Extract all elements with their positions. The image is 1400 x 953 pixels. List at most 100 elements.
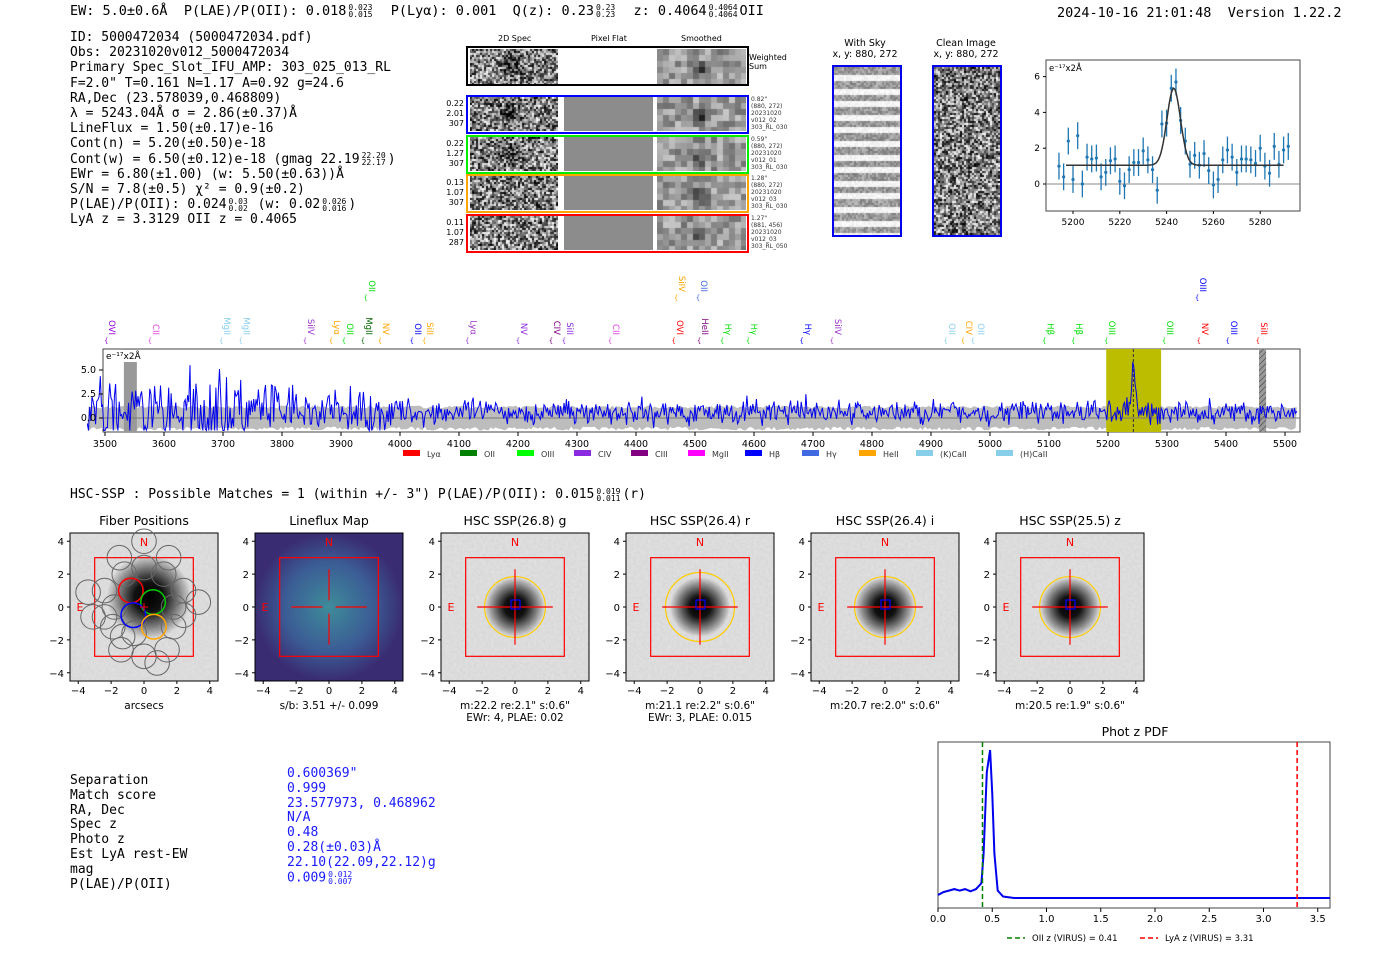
row-exposure-info: 1.28" (880, 272) 20231020 v012_03 303_RL_030 [751,175,787,210]
full-spectrum-plot: e⁻¹⁷x2Å 3500 3600 3700 3800 3900 4000 4100 4200 4… [81,276,1301,459]
x-tick-label: 3600 [152,439,176,450]
y-tick-label: 0 [799,603,805,614]
header-qz: Q(z): 0.23 [512,3,594,19]
emission-line-label: MgII [363,317,373,335]
pdf-frame [937,741,1331,909]
info-fiber-params: F=2.0" T=0.161 N=1.17 A=0.92 g=24.6 [70,75,344,91]
fit-data-point [1216,177,1220,182]
row-stat-value: 1.27 [446,149,464,158]
emission-line-label: SiIV [305,319,315,335]
cutout-caption: m:20.5 re:1.9" s:0.6" [1015,700,1125,712]
aperture-ellipse [664,571,736,643]
row-exposure-info: 0.59" (880, 272) 20231020 v012_01 303_RL_030 [751,136,787,171]
emission-line-marker: { [1104,337,1108,345]
image-noise [811,533,959,681]
row-pixel-flat [564,216,653,250]
north-label: N [511,536,519,549]
emission-line-label: SiII [1258,322,1268,335]
east-label: E [77,601,84,614]
row-exposure-value: 1.28" [751,175,768,182]
x-tick-label: −2 [289,686,304,697]
emission-line-marker: { [410,337,414,345]
x-tick-label: 3900 [329,439,353,450]
match-value-score: 0.999 [287,780,327,796]
row-exposure-value: 20231020 [751,150,782,157]
x-tick-label: −4 [812,686,827,697]
info-cont-w-text: Cont(w) = 6.50(±0.12)e-18 (gmag 22.19 [70,151,360,167]
x-tick-label: 4500 [683,439,707,450]
info-plae-w: (w: 0.02 [257,197,321,213]
fit-data-point [1211,183,1215,187]
fiber-circle [154,636,180,663]
cutout-title: Lineflux Map [289,513,369,528]
cutout-caption: EWr: 3, PLAE: 0.015 [647,712,753,724]
y-tick-label: 2.5 [81,389,96,400]
x-tick-label: 4 [763,686,769,697]
x-tick-label: 4 [1133,686,1139,697]
row-pixel-flat [564,97,653,131]
match-value-plae: 0.009 0.012 0.007 [287,870,436,886]
x-tick-label: 4600 [742,439,766,450]
legend-swatch [517,450,534,456]
aperture-ellipse [483,575,547,639]
info-gmag-lo: 22.17 [361,158,386,167]
header-plae-hi: 0.023 [348,3,373,12]
fiber-circle [75,579,101,606]
x-tick-label: 5220 [1108,218,1131,228]
x-tick-label: 5300 [1155,439,1179,450]
y-tick-label: 0.0 [81,413,96,424]
match-labels: Separation Match score RA, Dec Spec z Ph… [70,773,187,892]
match-value-mag: 22.10(22.09,22.12)g [287,854,436,870]
cutout-title: HSC SSP(26.4) i [835,513,935,528]
source-blob [106,555,191,640]
emission-line-label: SiIV [676,276,686,292]
masked-region [1259,349,1267,432]
cutout-caption: arcsecs [124,700,164,712]
fit-data-point [1062,175,1066,179]
clean-image-xy: x, y: 880, 272 [933,49,999,60]
spectrum-unit-label: e⁻¹⁷x2Å [106,350,142,362]
row-exposure-value: 20231020 [751,229,782,236]
emission-line-label: OII [698,280,708,292]
panel-frame [625,532,775,682]
emission-line-marker: { [800,337,804,345]
y-tick-label: 0 [429,603,435,614]
header-qz-lo: 0.23 [595,10,616,19]
y-tick-label: −4 [234,669,249,680]
cutout-panel-hsc: N E 4 2 0 −2 −4 −4 −2 0 2 4 [420,532,590,697]
y-tick-label: 4 [58,537,64,548]
row-exposure-value: 0.82" [751,96,768,103]
match-plae-lo: 0.007 [328,876,353,886]
x-tick-label: 4 [207,686,213,697]
y-tick-label: 2 [799,570,805,581]
north-label: N [325,536,333,549]
x-tick-label: 5100 [1037,439,1061,450]
y-tick-label: 0 [1034,180,1040,190]
info-sn: S/N = 7.8(±0.5) χ² = 0.9(±0.2) [70,181,305,197]
panel-frame [440,532,590,682]
image-noise [441,533,589,681]
aperture-square [835,557,935,657]
fit-data-point [1085,155,1089,159]
fit-data-point [1230,155,1234,159]
fiber-circle [91,604,118,630]
fiber-circle [131,554,157,581]
row-exposure-value: v012_03 [751,196,777,203]
emission-line-marker: { [148,337,152,345]
fit-data-point [1165,121,1169,125]
legend-swatch [859,450,876,456]
match-label-score: Match score [70,787,157,803]
exposure-row-frame [466,174,749,213]
y-tick-label: −4 [49,669,64,680]
x-tick-label: −2 [660,686,675,697]
legend-label: (K)CaII [940,450,967,459]
match-value-specz: N/A [287,810,311,826]
emission-line-marker: { [562,337,566,345]
header-summary: EW: 5.0±0.6Å P(LAE)/P(OII): 0.018 0.023 0.… [70,3,764,19]
x-tick-label: 2.5 [1201,914,1217,925]
row-smoothed [657,137,746,171]
info-cont-n: Cont(n) = 5.20(±0.50)e-18 [70,136,266,152]
x-tick-label: 3.5 [1310,914,1326,925]
row-stat-value: 0.11 [446,218,464,227]
row-exposure-value: 303_RL_030 [751,124,788,131]
